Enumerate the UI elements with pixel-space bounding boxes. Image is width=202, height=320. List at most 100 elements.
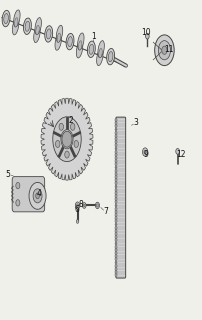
Circle shape	[142, 148, 147, 156]
Bar	[114, 246, 116, 248]
Ellipse shape	[56, 25, 62, 42]
Bar	[114, 211, 116, 213]
Circle shape	[154, 35, 173, 66]
Ellipse shape	[108, 52, 112, 62]
Bar	[114, 148, 116, 149]
Circle shape	[83, 204, 85, 207]
Ellipse shape	[57, 33, 60, 43]
Bar	[114, 220, 116, 222]
Bar	[114, 144, 116, 146]
Text: 2: 2	[68, 116, 73, 124]
Bar	[114, 274, 116, 276]
Text: 5: 5	[6, 170, 11, 179]
Ellipse shape	[14, 10, 20, 27]
Bar	[114, 125, 116, 127]
Bar	[114, 138, 116, 140]
Bar	[114, 132, 116, 134]
Bar	[114, 166, 116, 168]
Bar	[114, 157, 116, 159]
Bar	[114, 208, 116, 210]
Bar	[114, 252, 116, 254]
Ellipse shape	[25, 21, 29, 31]
Circle shape	[158, 41, 170, 60]
Ellipse shape	[98, 48, 102, 58]
Bar	[114, 195, 116, 197]
Bar	[114, 129, 116, 131]
FancyBboxPatch shape	[115, 117, 125, 278]
Text: 11: 11	[163, 45, 172, 54]
Circle shape	[64, 151, 69, 158]
Bar	[114, 259, 116, 260]
Bar	[114, 192, 116, 194]
Bar	[114, 186, 116, 188]
Circle shape	[59, 123, 63, 130]
Ellipse shape	[45, 26, 52, 42]
Bar	[114, 164, 116, 165]
Text: 10: 10	[141, 28, 150, 37]
Ellipse shape	[77, 33, 84, 50]
Circle shape	[76, 220, 78, 223]
Ellipse shape	[89, 44, 93, 54]
Bar	[114, 189, 116, 191]
Circle shape	[62, 131, 72, 147]
Circle shape	[36, 193, 39, 199]
Ellipse shape	[106, 48, 114, 65]
Circle shape	[53, 117, 81, 162]
Bar	[114, 268, 116, 270]
Ellipse shape	[55, 33, 61, 50]
Bar	[114, 141, 116, 143]
FancyBboxPatch shape	[12, 177, 44, 212]
Ellipse shape	[35, 18, 41, 35]
Bar	[114, 255, 116, 257]
Bar	[114, 249, 116, 251]
Circle shape	[76, 204, 78, 207]
Circle shape	[82, 203, 86, 208]
Ellipse shape	[4, 13, 8, 24]
Bar	[114, 170, 116, 172]
Bar	[114, 119, 116, 121]
Circle shape	[33, 189, 42, 203]
Circle shape	[16, 182, 20, 189]
Bar	[114, 135, 116, 137]
Ellipse shape	[14, 18, 18, 27]
Bar	[114, 173, 116, 175]
Bar	[114, 227, 116, 229]
Circle shape	[96, 204, 98, 207]
Bar	[114, 233, 116, 235]
Circle shape	[175, 148, 179, 154]
Ellipse shape	[78, 41, 82, 50]
Ellipse shape	[67, 36, 72, 47]
Text: 12: 12	[175, 150, 184, 159]
Text: 7: 7	[103, 207, 107, 216]
Bar	[114, 198, 116, 200]
Ellipse shape	[97, 41, 104, 58]
Bar	[114, 160, 116, 162]
Bar	[114, 243, 116, 244]
Bar	[114, 261, 116, 263]
Text: 8: 8	[78, 200, 83, 209]
Bar	[114, 236, 116, 238]
Bar	[114, 122, 116, 124]
Circle shape	[143, 150, 146, 154]
Ellipse shape	[46, 29, 51, 39]
Ellipse shape	[34, 26, 40, 43]
Bar	[114, 230, 116, 232]
Polygon shape	[41, 98, 93, 180]
Bar	[114, 271, 116, 273]
Bar	[114, 154, 116, 156]
Circle shape	[55, 140, 60, 148]
Ellipse shape	[76, 41, 82, 58]
Ellipse shape	[12, 18, 19, 35]
Bar	[114, 217, 116, 219]
Bar	[114, 214, 116, 216]
Text: 3: 3	[133, 118, 138, 127]
Circle shape	[29, 182, 46, 209]
Circle shape	[74, 140, 78, 148]
Circle shape	[145, 33, 148, 39]
Ellipse shape	[66, 33, 74, 50]
Circle shape	[70, 123, 75, 130]
Text: 9: 9	[143, 150, 148, 159]
Circle shape	[61, 130, 73, 149]
Ellipse shape	[36, 25, 39, 35]
Ellipse shape	[2, 10, 10, 27]
